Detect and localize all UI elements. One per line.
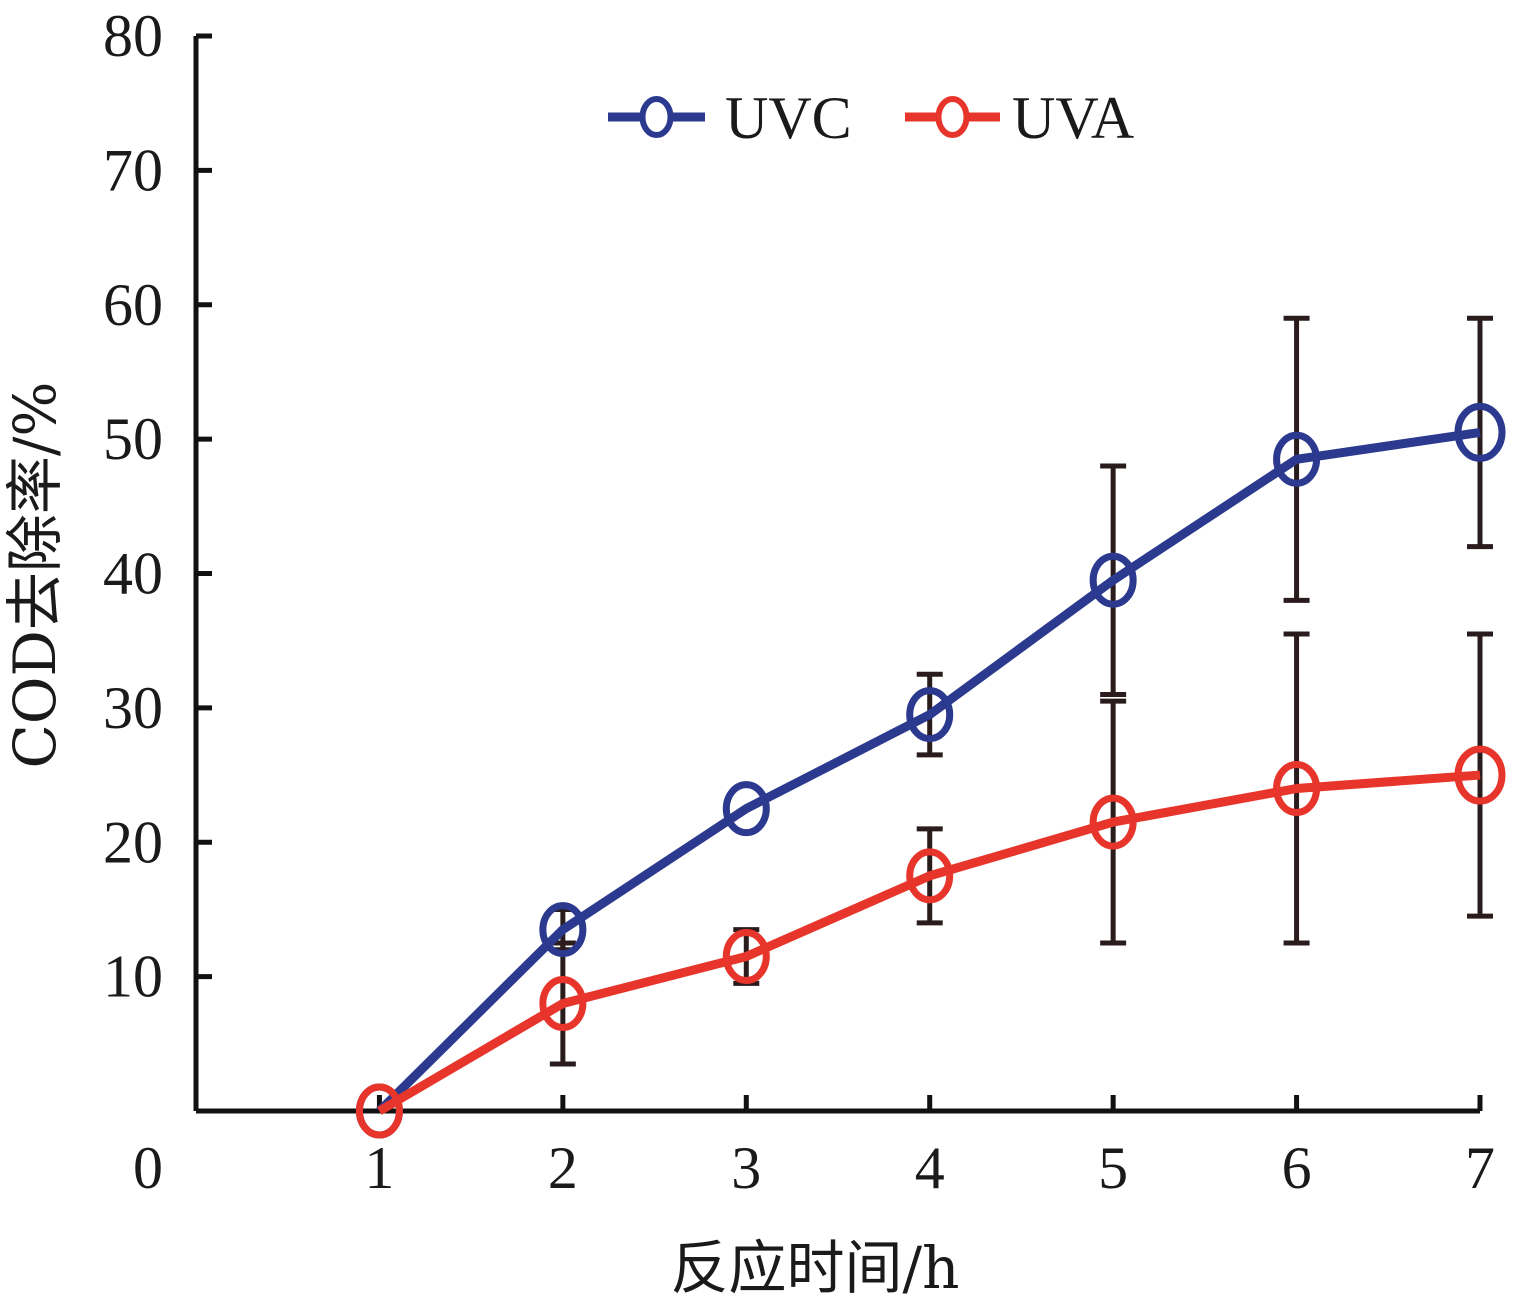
point-uva-5 <box>1089 794 1137 850</box>
x-tick-label-5: 5 <box>1098 1135 1128 1201</box>
series-line-uva <box>377 770 1481 1115</box>
point-uvc-3 <box>722 781 770 837</box>
point-uvc-4 <box>906 687 954 743</box>
point-uva-1 <box>355 1083 403 1139</box>
point-uva-4 <box>906 848 954 904</box>
x-axis-title: 反应时间/h <box>671 1234 960 1299</box>
point-uva-2 <box>539 976 587 1031</box>
point-uvc-6 <box>1273 431 1321 487</box>
y-tick-label-50: 50 <box>103 406 163 472</box>
series-line-uvc <box>376 427 1481 1115</box>
legend-label-uvc: UVC <box>725 85 852 151</box>
point-uva-6 <box>1273 761 1321 816</box>
legend-label-uva: UVA <box>1012 85 1134 151</box>
y-tick-label-80: 80 <box>103 3 163 69</box>
error-bars <box>549 315 1493 1067</box>
y-tick-label-20: 20 <box>103 809 163 875</box>
x-tick-label-2: 2 <box>548 1135 578 1201</box>
y-tick-label-0: 0 <box>133 1135 163 1201</box>
x-axis-ticks: 1 2 3 4 5 6 7 <box>364 1095 1495 1201</box>
y-axis-ticks: 0 10 20 30 40 50 60 70 80 <box>103 3 212 1201</box>
point-uva-7 <box>1454 745 1506 805</box>
axes <box>193 36 1480 1114</box>
legend: UVC UVA <box>608 85 1134 151</box>
x-tick-label-6: 6 <box>1282 1135 1312 1201</box>
y-tick-label-10: 10 <box>103 944 163 1010</box>
x-tick-label-1: 1 <box>364 1135 394 1201</box>
point-uvc-5 <box>1089 552 1137 608</box>
x-tick-label-7: 7 <box>1465 1135 1495 1201</box>
y-tick-label-30: 30 <box>103 675 163 741</box>
point-uva-3 <box>722 928 770 984</box>
x-tick-label-3: 3 <box>731 1135 761 1201</box>
y-tick-label-70: 70 <box>103 137 163 203</box>
y-tick-label-40: 40 <box>103 541 163 607</box>
legend-marker-uva <box>935 96 970 138</box>
y-tick-label-60: 60 <box>103 272 163 338</box>
point-uvc-7 <box>1454 402 1506 462</box>
y-axis-title: COD去除率/% <box>1 381 69 768</box>
series-lines <box>355 402 1506 1139</box>
x-tick-label-4: 4 <box>915 1135 945 1201</box>
point-uvc-2 <box>539 902 587 958</box>
legend-marker-uvc <box>639 96 674 138</box>
